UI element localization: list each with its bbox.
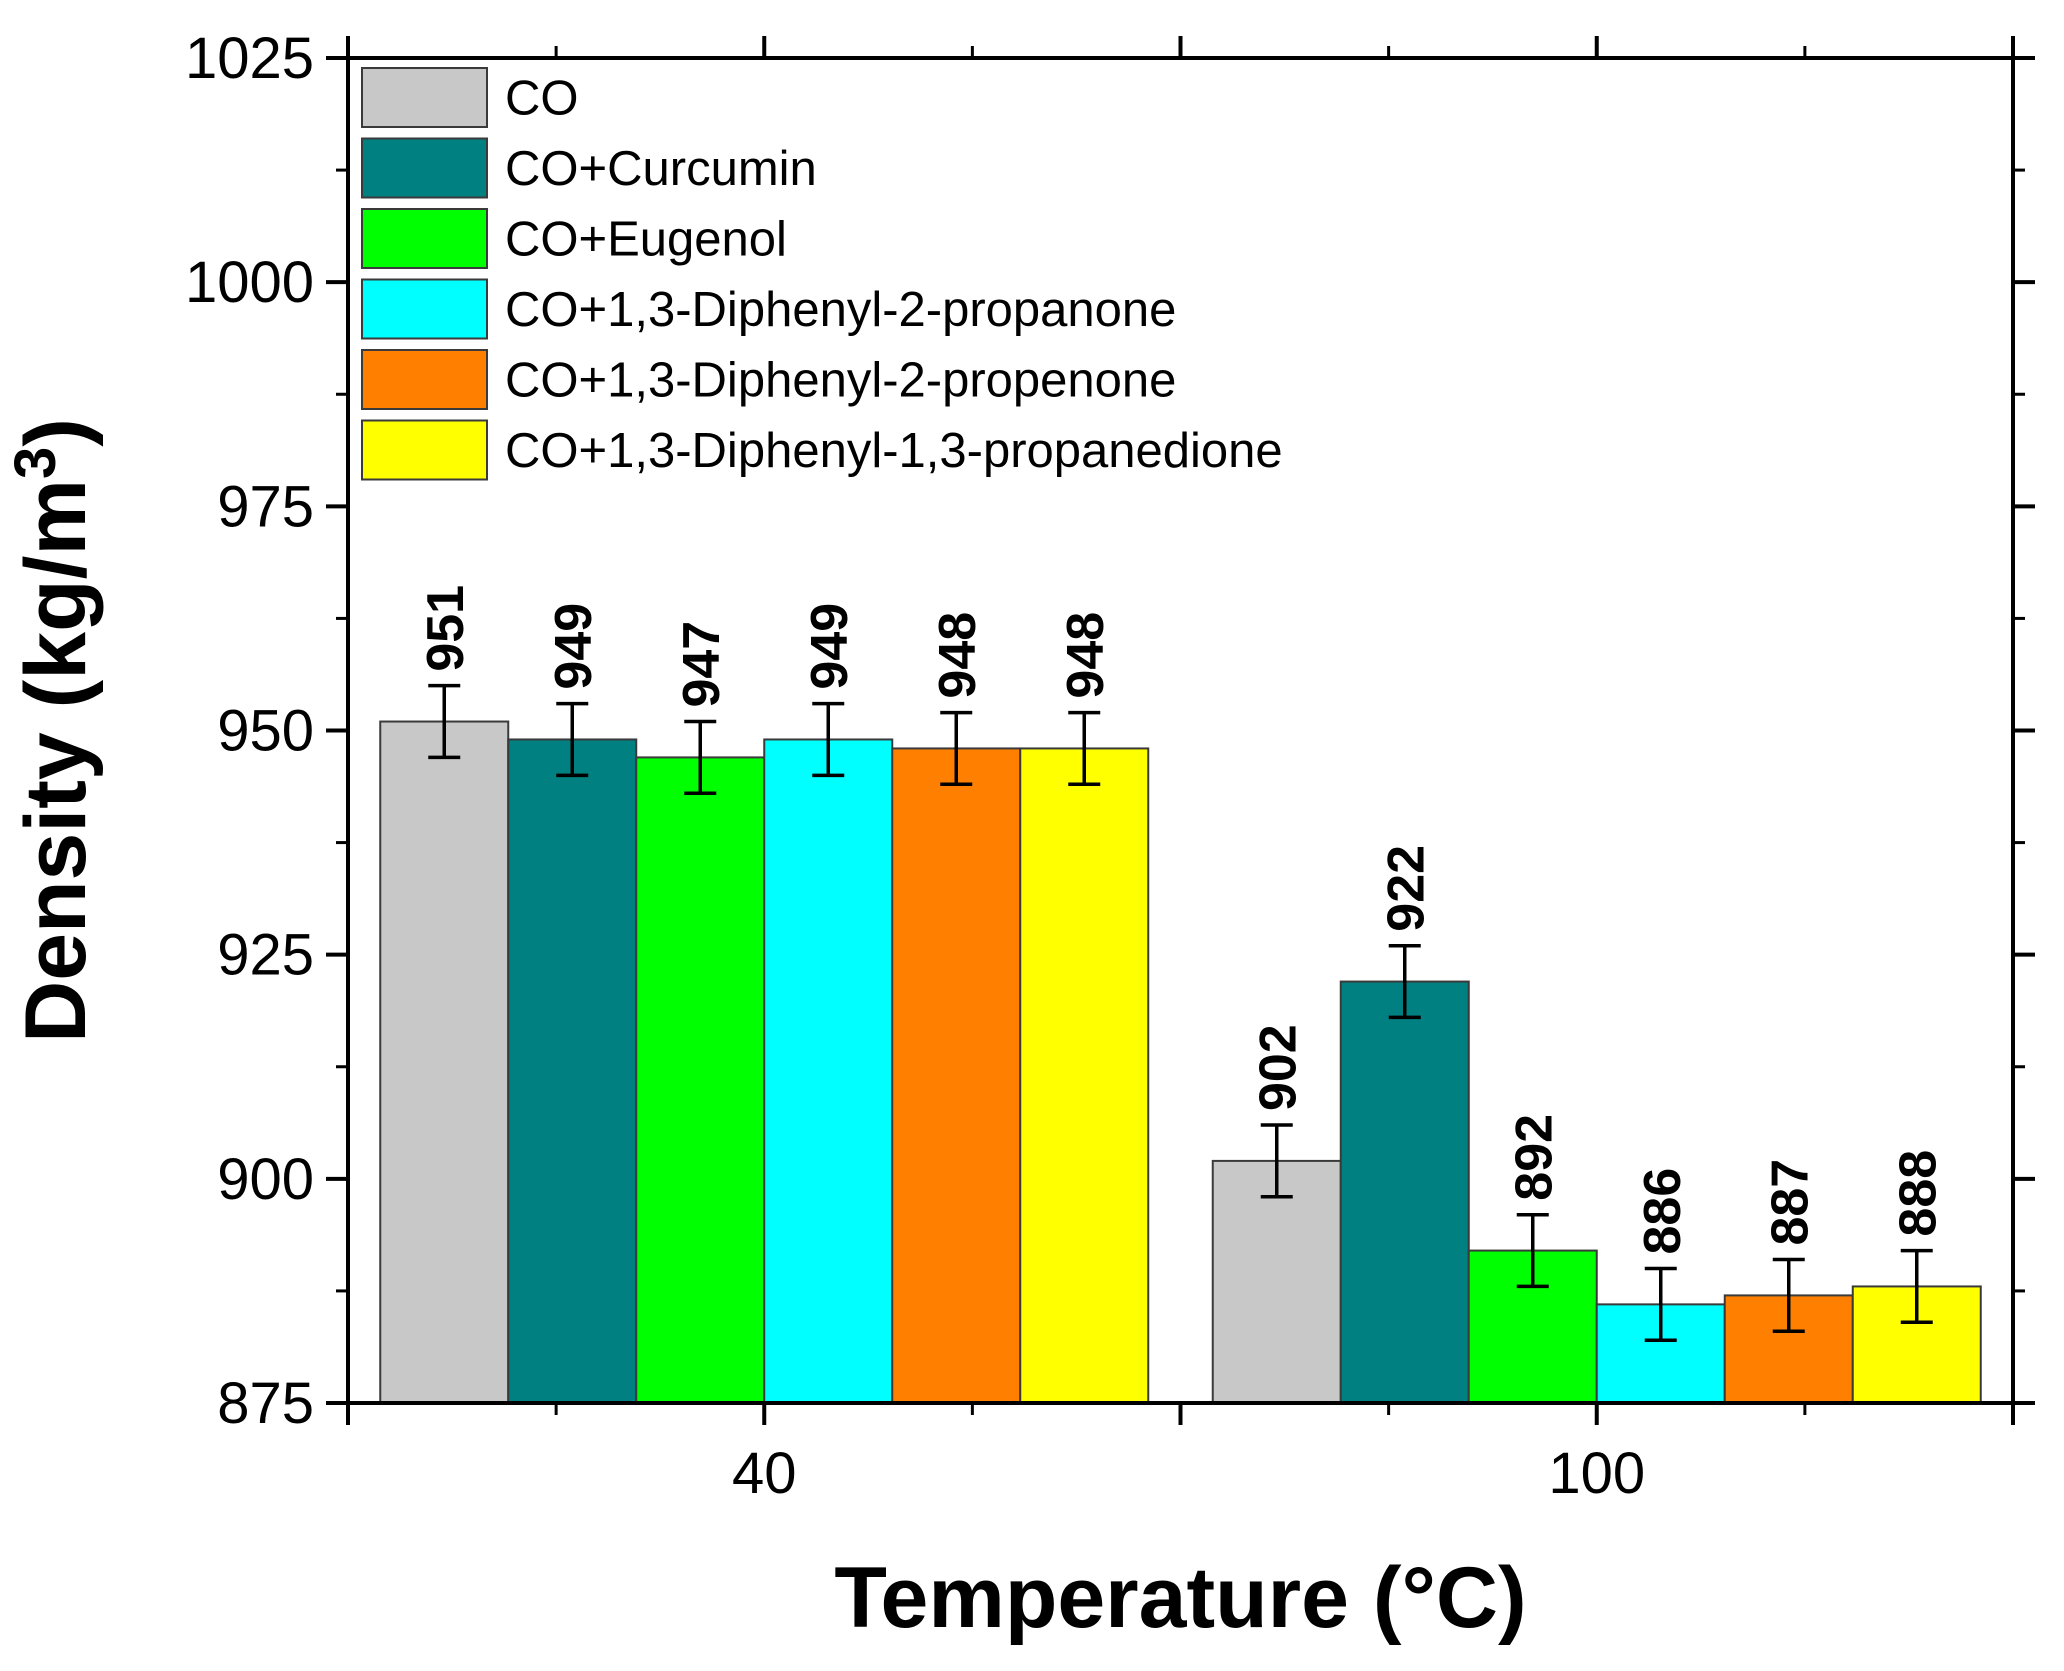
bar xyxy=(1211,1159,1342,1405)
data-label: 949 xyxy=(545,603,603,690)
x-tick-label: 100 xyxy=(1548,1441,1645,1506)
legend-label: CO+1,3-Diphenyl-1,3-propanedione xyxy=(505,424,1283,478)
data-label: 949 xyxy=(801,603,859,690)
data-label: 887 xyxy=(1762,1159,1820,1246)
legend-label: CO+Curcumin xyxy=(505,142,817,196)
legend-swatch xyxy=(361,419,488,481)
legend-swatch xyxy=(361,67,488,128)
bar xyxy=(1019,747,1150,1404)
y-axis-title-text: Density (kg/m xyxy=(8,479,104,1043)
x-axis-title: Temperature (°C) xyxy=(834,1550,1526,1646)
y-tick-label: 1025 xyxy=(185,26,314,91)
legend-swatch xyxy=(361,278,488,340)
legend-label: CO+Eugenol xyxy=(505,213,787,267)
y-tick-label: 900 xyxy=(217,1147,314,1212)
data-label: 888 xyxy=(1890,1150,1948,1237)
y-axis-title-superscript: 3 xyxy=(3,447,68,479)
data-label: 892 xyxy=(1506,1114,1564,1201)
legend-swatch xyxy=(361,208,488,269)
y-tick-label: 950 xyxy=(217,699,314,764)
legend-label: CO+1,3-Diphenyl-2-propanone xyxy=(505,283,1176,337)
x-tick-label: 40 xyxy=(732,1441,797,1506)
legend-label: CO+1,3-Diphenyl-2-propenone xyxy=(505,354,1176,408)
data-label: 948 xyxy=(1057,612,1115,699)
y-tick-label: 1000 xyxy=(185,250,314,315)
data-label: 902 xyxy=(1250,1024,1308,1111)
y-axis-title-close: ) xyxy=(8,418,104,447)
bar xyxy=(763,738,894,1404)
data-label: 948 xyxy=(929,612,987,699)
data-label: 947 xyxy=(673,621,731,708)
bar xyxy=(635,756,766,1404)
legend-label: CO xyxy=(505,72,579,126)
bar xyxy=(507,738,638,1404)
bar xyxy=(891,747,1022,1404)
data-label: 922 xyxy=(1378,845,1436,932)
data-label: 951 xyxy=(417,585,475,672)
data-label: 886 xyxy=(1634,1168,1692,1255)
bar xyxy=(1339,980,1470,1404)
bar xyxy=(379,720,510,1404)
legend-swatch xyxy=(361,349,488,410)
y-tick-label: 875 xyxy=(217,1371,314,1436)
legend-swatch xyxy=(361,137,488,199)
y-axis-title: Density (kg/m3) xyxy=(3,418,104,1043)
y-tick-label: 925 xyxy=(217,923,314,988)
y-tick-label: 975 xyxy=(217,474,314,539)
